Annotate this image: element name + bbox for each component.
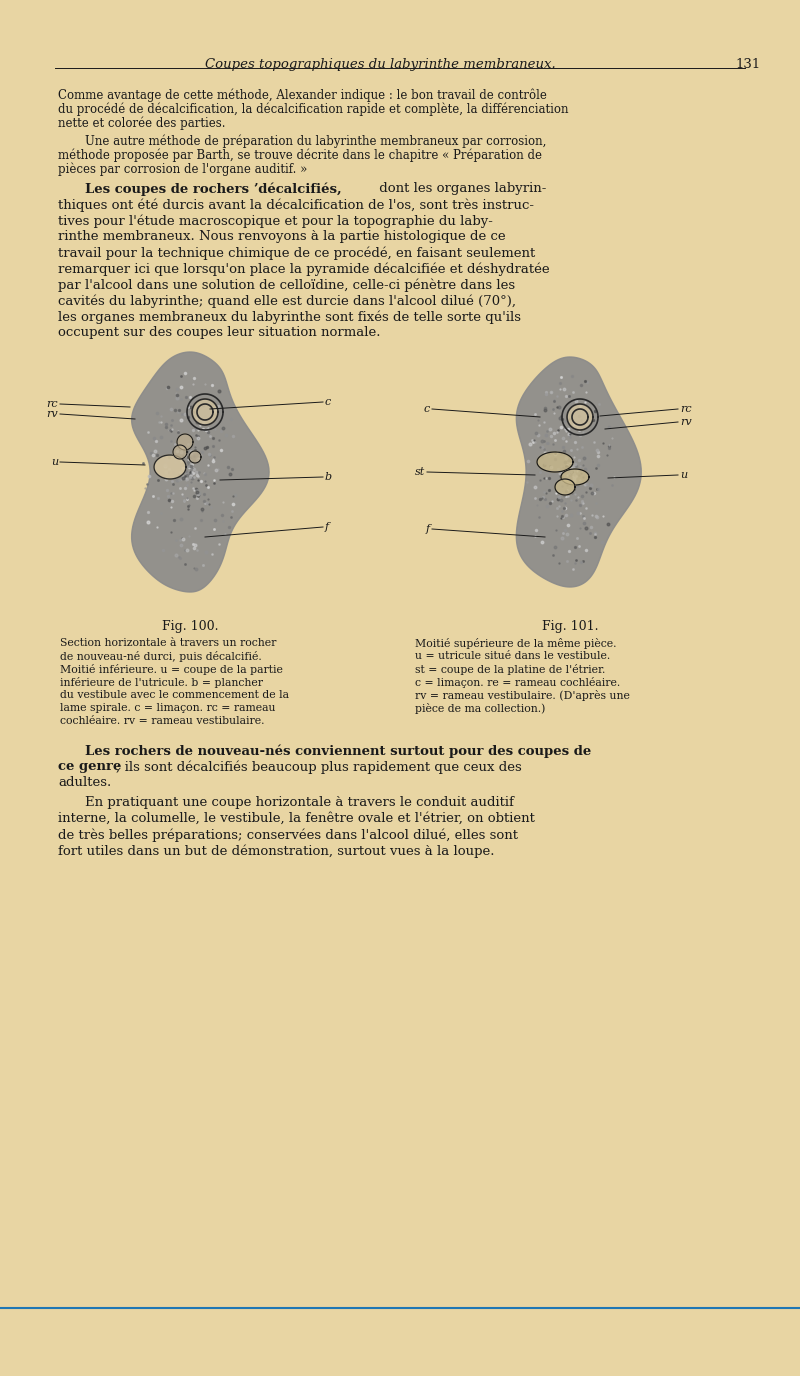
Text: méthode proposée par Barth, se trouve décrite dans le chapitre « Préparation de: méthode proposée par Barth, se trouve dé… <box>58 149 542 161</box>
Text: fort utiles dans un but de démonstration, surtout vues à la loupe.: fort utiles dans un but de démonstration… <box>58 843 494 857</box>
Text: u: u <box>680 471 687 480</box>
Text: c: c <box>325 398 331 407</box>
Text: f: f <box>426 524 430 534</box>
Text: occupent sur des coupes leur situation normale.: occupent sur des coupes leur situation n… <box>58 326 381 338</box>
Text: cochléaire. rv = rameau vestibulaire.: cochléaire. rv = rameau vestibulaire. <box>60 716 265 727</box>
Text: Comme avantage de cette méthode, Alexander indique : le bon travail de contrôle: Comme avantage de cette méthode, Alexand… <box>58 88 547 102</box>
Text: de nouveau-né durci, puis décalcifié.: de nouveau-né durci, puis décalcifié. <box>60 651 262 662</box>
Text: u = utricule situé dans le vestibule.: u = utricule situé dans le vestibule. <box>415 651 610 660</box>
Text: Moitié supérieure de la même pièce.: Moitié supérieure de la même pièce. <box>415 638 617 649</box>
Text: ; ils sont décalcifiés beaucoup plus rapidement que ceux des: ; ils sont décalcifiés beaucoup plus rap… <box>116 760 522 773</box>
Polygon shape <box>516 356 642 588</box>
Polygon shape <box>561 469 589 484</box>
Text: st: st <box>414 466 425 477</box>
Text: Les coupes de rochers ʼdécalcifiés,: Les coupes de rochers ʼdécalcifiés, <box>85 182 342 195</box>
Text: les organes membraneux du labyrinthe sont fixés de telle sorte qu'ils: les organes membraneux du labyrinthe son… <box>58 310 521 323</box>
Text: rc: rc <box>680 405 692 414</box>
Text: par l'alcool dans une solution de celloïdine, celle-ci pénètre dans les: par l'alcool dans une solution de celloï… <box>58 278 515 292</box>
Polygon shape <box>177 433 193 450</box>
Text: Les rochers de nouveau-nés conviennent surtout pour des coupes de: Les rochers de nouveau-nés conviennent s… <box>85 744 591 758</box>
Text: rc: rc <box>46 399 58 409</box>
Text: travail pour la technique chimique de ce procédé, en faisant seulement: travail pour la technique chimique de ce… <box>58 246 535 260</box>
Text: dont les organes labyrin-: dont les organes labyrin- <box>375 182 546 195</box>
Polygon shape <box>132 352 269 592</box>
Text: du procédé de décalcification, la décalcification rapide et complète, la différe: du procédé de décalcification, la décalc… <box>58 102 569 116</box>
Text: st = coupe de la platine de l'étrier.: st = coupe de la platine de l'étrier. <box>415 665 606 676</box>
Text: remarquer ici que lorsqu'on place la pyramide décalcifiée et déshydratée: remarquer ici que lorsqu'on place la pyr… <box>58 261 550 275</box>
Text: de très belles préparations; conservées dans l'alcool dilué, elles sont: de très belles préparations; conservées … <box>58 828 518 842</box>
Text: Fig. 101.: Fig. 101. <box>542 621 598 633</box>
Text: rinthe membraneux. Nous renvoyons à la partie histologique de ce: rinthe membraneux. Nous renvoyons à la p… <box>58 230 506 244</box>
Polygon shape <box>173 444 187 460</box>
Text: interne, la columelle, le vestibule, la fenêtre ovale et l'étrier, on obtient: interne, la columelle, le vestibule, la … <box>58 812 535 826</box>
Text: Une autre méthode de préparation du labyrinthe membraneux par corrosion,: Une autre méthode de préparation du laby… <box>85 133 546 147</box>
Text: adultes.: adultes. <box>58 776 111 788</box>
Text: rv: rv <box>680 417 692 427</box>
Text: En pratiquant une coupe horizontale à travers le conduit auditif: En pratiquant une coupe horizontale à tr… <box>85 795 514 809</box>
Polygon shape <box>189 451 201 462</box>
Text: inférieure de l'utricule. b = plancher: inférieure de l'utricule. b = plancher <box>60 677 263 688</box>
Text: rv: rv <box>46 409 58 420</box>
Text: b: b <box>325 472 332 482</box>
Text: tives pour l'étude macroscopique et pour la topographie du laby-: tives pour l'étude macroscopique et pour… <box>58 215 493 227</box>
Polygon shape <box>192 399 218 425</box>
Text: thiques ont été durcis avant la décalcification de l'os, sont très instruc-: thiques ont été durcis avant la décalcif… <box>58 198 534 212</box>
Text: ce genre: ce genre <box>58 760 122 773</box>
Text: lame spirale. c = limaçon. rc = rameau: lame spirale. c = limaçon. rc = rameau <box>60 703 275 713</box>
Text: pièces par corrosion de l'organe auditif. »: pièces par corrosion de l'organe auditif… <box>58 162 307 176</box>
Text: Fig. 100.: Fig. 100. <box>162 621 218 633</box>
Text: Section horizontale à travers un rocher: Section horizontale à travers un rocher <box>60 638 276 648</box>
Polygon shape <box>555 479 575 495</box>
Polygon shape <box>154 455 186 479</box>
Text: c: c <box>424 405 430 414</box>
Polygon shape <box>567 405 593 429</box>
Polygon shape <box>537 451 573 472</box>
Text: du vestibule avec le commencement de la: du vestibule avec le commencement de la <box>60 689 289 700</box>
Text: cavités du labyrinthe; quand elle est durcie dans l'alcool dilué (70°),: cavités du labyrinthe; quand elle est du… <box>58 294 516 307</box>
Text: nette et colorée des parties.: nette et colorée des parties. <box>58 116 226 129</box>
Text: f: f <box>325 522 329 533</box>
Text: 131: 131 <box>735 58 760 72</box>
Text: Moitié inférieure. u = coupe de la partie: Moitié inférieure. u = coupe de la parti… <box>60 665 283 676</box>
Text: c = limaçon. re = rameau cochléaire.: c = limaçon. re = rameau cochléaire. <box>415 677 620 688</box>
Text: pièce de ma collection.): pièce de ma collection.) <box>415 703 546 714</box>
Text: rv = rameau vestibulaire. (D'après une: rv = rameau vestibulaire. (D'après une <box>415 689 630 700</box>
Text: u: u <box>51 457 58 466</box>
Text: Coupes topographiques du labyrinthe membraneux.: Coupes topographiques du labyrinthe memb… <box>205 58 555 72</box>
